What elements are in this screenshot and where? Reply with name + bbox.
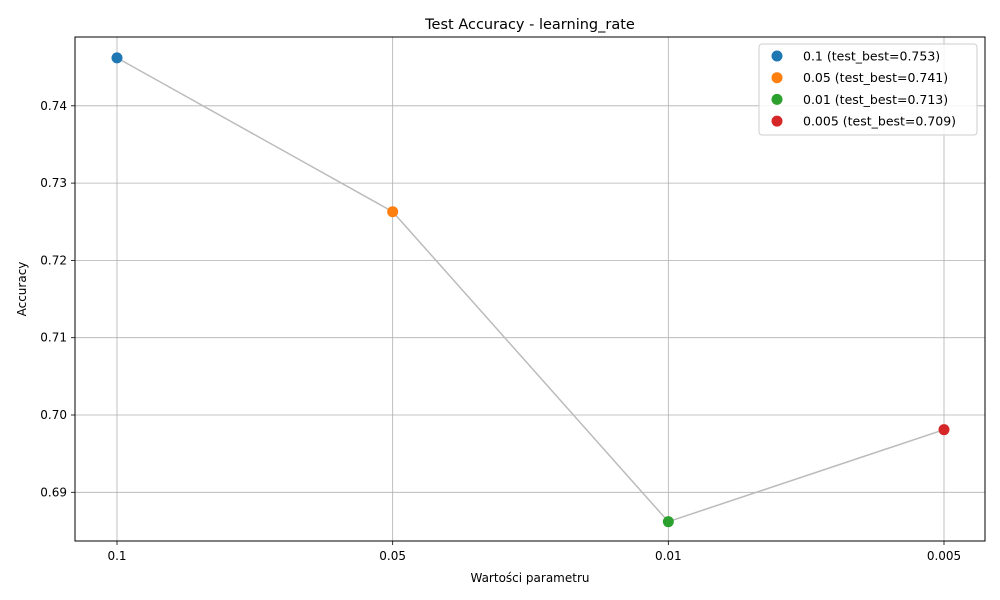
y-tick-label: 0.70: [40, 408, 67, 422]
y-tick-label: 0.69: [40, 485, 67, 499]
data-markers: [111, 52, 950, 528]
legend-marker: [771, 93, 783, 105]
legend-entry: 0.05 (test_best=0.741): [803, 70, 948, 85]
legend-entry: 0.005 (test_best=0.709): [803, 114, 956, 129]
data-point: [111, 52, 123, 64]
legend-entry: 0.01 (test_best=0.713): [803, 92, 948, 107]
series-line: [116, 57, 945, 523]
y-axis-ticks: 0.69 0.70 0.71 0.72 0.73 0.74: [40, 99, 75, 499]
data-point: [938, 424, 950, 436]
x-axis-label: Wartości parametru: [470, 571, 589, 585]
x-tick-label: 0.05: [379, 549, 406, 563]
x-tick-label: 0.01: [655, 549, 682, 563]
y-tick-label: 0.71: [40, 331, 67, 345]
y-axis-label: Accuracy: [15, 262, 29, 317]
legend-marker: [771, 72, 783, 84]
connecting-line: [116, 57, 945, 523]
plot-frame: [74, 36, 986, 542]
chart-title: Test Accuracy - learning_rate: [424, 17, 635, 33]
legend-marker: [771, 50, 783, 62]
legend-entry: 0.1 (test_best=0.753): [803, 49, 940, 64]
legend-marker: [771, 115, 783, 127]
data-point: [387, 206, 399, 218]
legend: 0.1 (test_best=0.753) 0.05 (test_best=0.7…: [758, 43, 978, 136]
x-axis-ticks: 0.1 0.05 0.01 0.005: [107, 541, 961, 563]
y-tick-label: 0.74: [40, 99, 67, 113]
y-tick-label: 0.72: [40, 253, 67, 267]
x-tick-label: 0.1: [107, 549, 126, 563]
x-tick-label: 0.005: [927, 549, 961, 563]
legend-box: [758, 43, 978, 136]
y-tick-label: 0.73: [40, 176, 67, 190]
data-point: [662, 516, 674, 528]
